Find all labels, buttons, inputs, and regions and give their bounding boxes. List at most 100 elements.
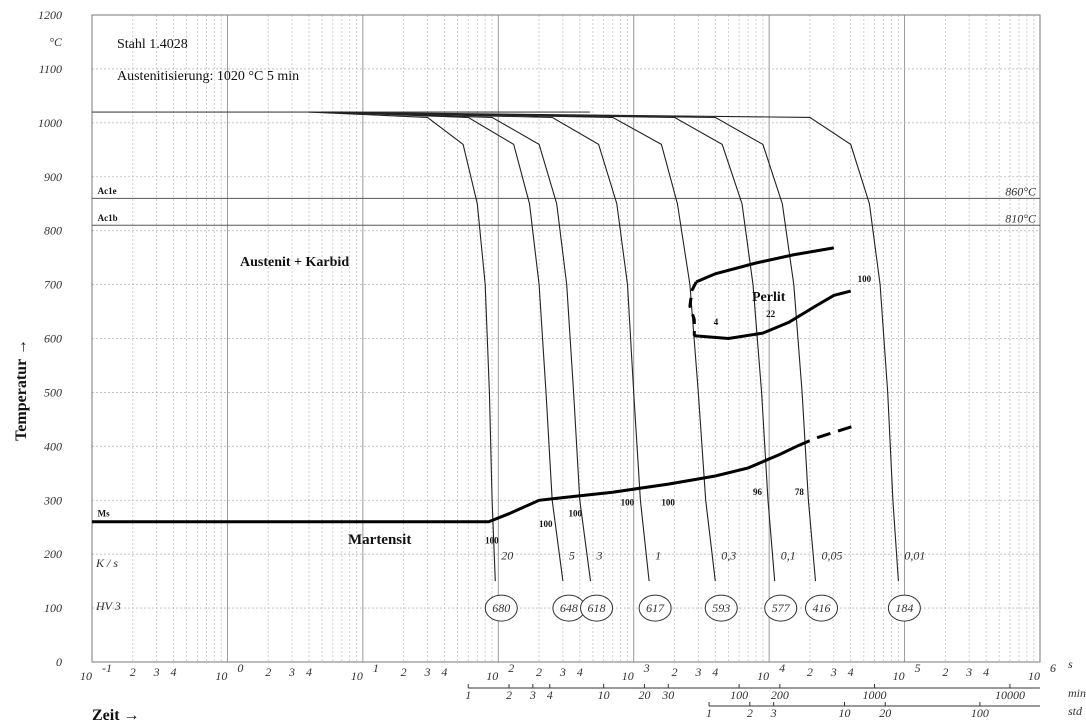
x-minor-label: 4 — [171, 665, 177, 679]
y-tick-label: 700 — [44, 278, 62, 292]
hardness-circle — [638, 594, 672, 622]
hardness-circle — [580, 594, 614, 622]
x-minor-label: 2 — [536, 665, 542, 679]
cooling-rate-label: 20 — [501, 549, 513, 563]
x-decade-label: 10 — [622, 669, 634, 683]
x-minor-label: 3 — [153, 665, 160, 679]
y-tick-label: 400 — [44, 439, 62, 453]
annotation-label: 100 — [569, 508, 583, 518]
region-perlite: Perlit — [752, 290, 786, 305]
cooling-curve — [322, 111, 776, 582]
x-decade-exponent: 6 — [1050, 661, 1056, 675]
x-minor-label: 3 — [288, 665, 295, 679]
hardness-circle — [704, 594, 738, 622]
annotation-label: 96 — [753, 487, 763, 497]
y-tick-label: 1000 — [38, 116, 62, 130]
x-decade-label: 10 — [1028, 669, 1040, 683]
hardness-value: 416 — [813, 601, 831, 615]
x-minor-label: 2 — [401, 665, 407, 679]
perlite-finish-line — [694, 289, 852, 341]
annotation-label: 100 — [539, 519, 553, 529]
x-minor-label: 2 — [807, 665, 813, 679]
cooling-curve — [322, 111, 564, 582]
ms-line — [92, 444, 798, 524]
x-minor-label: 2 — [130, 665, 136, 679]
x-minor-label: 4 — [577, 665, 583, 679]
annotation-label: 22 — [766, 309, 776, 319]
y-tick-label: 600 — [44, 332, 62, 346]
x-minor-label: 3 — [830, 665, 837, 679]
y-tick-label: 1200 — [38, 8, 62, 22]
x-decade-label: 10 — [351, 669, 363, 683]
cooling-rate-label: 1 — [655, 549, 661, 563]
y-tick-label: 500 — [44, 385, 62, 399]
sub-axis-label: 1 — [706, 706, 712, 720]
ref-value-ac1b: 810°C — [1005, 211, 1037, 225]
y-axis-label: Temperatur → — [13, 339, 30, 441]
sub-axis-label: 10000 — [995, 688, 1025, 702]
sub-axis-unit: std — [1068, 704, 1083, 718]
reference-lines: 860°C 810°C — [92, 111, 1040, 226]
hardness-value: 680 — [492, 601, 510, 615]
annotation-label: 100 — [858, 274, 872, 284]
rate-row-label: K / s — [95, 556, 118, 570]
sub-axis-label: 100 — [730, 688, 748, 702]
annotation-label: 78 — [795, 487, 805, 497]
chart-subtitle: Austenitisierung: 1020 °C 5 min — [117, 69, 299, 84]
cooling-curve — [322, 111, 817, 582]
sub-axis-label: 200 — [771, 688, 789, 702]
sub-axis-label: 1 — [465, 688, 471, 702]
ms-line-dashed — [796, 423, 859, 448]
annotation-label: Ac1e — [98, 186, 117, 196]
y-tick-label: 200 — [44, 547, 62, 561]
cooling-curve — [322, 111, 899, 582]
x-decade-label: 10 — [486, 669, 498, 683]
axis-ticks: 0100200300400500600700800900100011001200… — [38, 8, 1086, 720]
ref-value-ac1e: 860°C — [1005, 184, 1037, 198]
x-minor-label: 2 — [942, 665, 948, 679]
annotation-label: 4 — [714, 317, 719, 327]
sub-axis-label: 1000 — [863, 688, 887, 702]
region-austenite: Austenit + Karbid — [240, 255, 349, 270]
x-decade-exponent: 2 — [508, 661, 514, 675]
x-decade-exponent: 4 — [779, 661, 785, 675]
hardness-value: 593 — [712, 601, 730, 615]
y-tick-label: 0 — [56, 655, 62, 669]
cooling-curve — [308, 111, 496, 582]
cooling-curve — [322, 111, 716, 582]
x-decade-exponent: 3 — [643, 661, 650, 675]
x-decade-label: 10 — [80, 669, 92, 683]
sub-axis-label: 30 — [661, 688, 674, 702]
sub-axis-label: 3 — [529, 688, 536, 702]
labels: Ms Ac1e Ac1b 100 100 100 100 100 96 78 100 22 4 — [98, 186, 872, 545]
x-minor-label: 3 — [559, 665, 566, 679]
sub-axis-label: 3 — [770, 706, 777, 720]
hardness-circle — [805, 594, 839, 622]
sub-axis-label: 2 — [747, 706, 753, 720]
cooling-rate-label: 3 — [596, 549, 603, 563]
x-decade-label: 10 — [893, 669, 905, 683]
sub-axis-label: 10 — [598, 688, 610, 702]
x-minor-label: 4 — [441, 665, 447, 679]
sub-axis-label: 100 — [971, 706, 989, 720]
annotation-label: 100 — [485, 535, 499, 545]
x-decade-exponent: -1 — [102, 661, 112, 675]
perlite-nose-dashed — [688, 281, 698, 336]
y-tick-label: 800 — [44, 224, 62, 238]
sub-axis-label: 20 — [879, 706, 891, 720]
x-minor-label: 2 — [671, 665, 677, 679]
martensite-start-line — [92, 423, 859, 524]
hardness-value: 618 — [588, 601, 606, 615]
hardness-value: 184 — [895, 601, 913, 615]
sub-axis-label: 2 — [506, 688, 512, 702]
cooling-curves: 20 680 5 648 3 618 1 617 0,3 593 0,1 577 0,05 416 0,01… — [308, 111, 925, 622]
cooling-curve — [322, 111, 650, 582]
x-decade-exponent: 5 — [915, 661, 921, 675]
x-minor-label: 4 — [712, 665, 718, 679]
cooling-rate-label: 0,1 — [781, 549, 796, 563]
x-minor-label: 3 — [694, 665, 701, 679]
cooling-rate-label: 5 — [569, 549, 575, 563]
chart-title: Stahl 1.4028 — [117, 37, 188, 52]
x-decade-label: 10 — [215, 669, 227, 683]
